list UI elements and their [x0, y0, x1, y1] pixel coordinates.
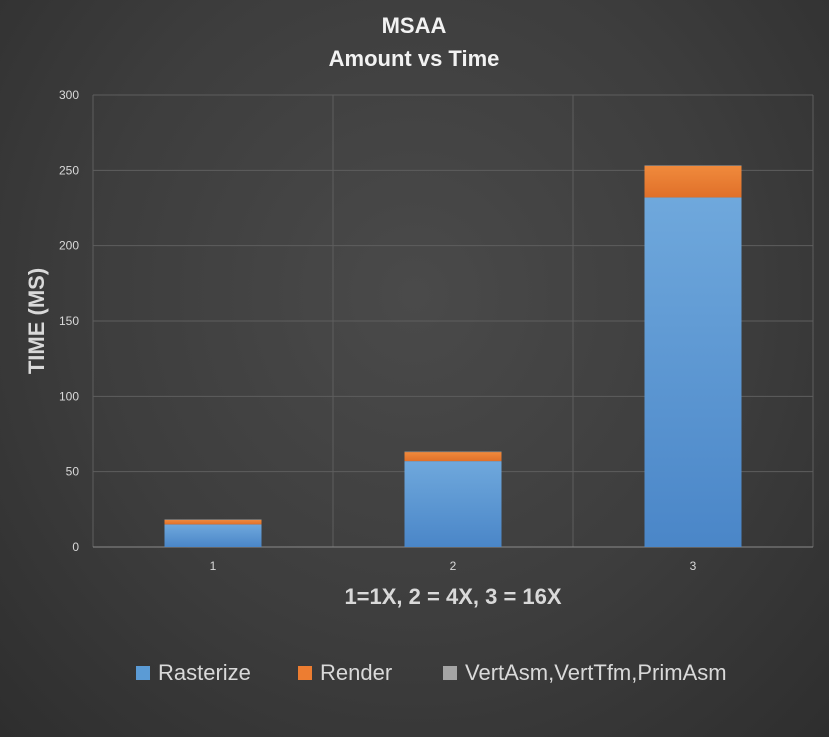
bars	[164, 165, 742, 547]
legend-label-2: VertAsm,VertTfm,PrimAsm	[465, 660, 727, 685]
x-tick-label: 2	[450, 559, 457, 573]
legend-swatch-2	[443, 666, 457, 680]
x-axis-title: 1=1X, 2 = 4X, 3 = 16X	[344, 584, 561, 609]
legend-swatch-0	[136, 666, 150, 680]
x-axis-ticks: 1 2 3	[210, 559, 697, 573]
bar-render-3	[644, 165, 742, 198]
bar-render-1	[164, 519, 262, 525]
legend-swatch-1	[298, 666, 312, 680]
y-axis-title: TIME (MS)	[24, 268, 49, 374]
bar-rasterize-2	[404, 461, 502, 547]
y-tick-label: 250	[59, 163, 79, 177]
chart-subtitle: Amount vs Time	[329, 46, 500, 71]
y-tick-label: 100	[59, 389, 79, 403]
bar-rasterize-3	[644, 197, 742, 547]
legend-label-1: Render	[320, 660, 392, 685]
y-tick-label: 300	[59, 88, 79, 102]
chart-title: MSAA	[382, 13, 447, 38]
legend-label-0: Rasterize	[158, 660, 251, 685]
x-tick-label: 1	[210, 559, 217, 573]
bar-render-2	[404, 452, 502, 462]
legend: Rasterize Render VertAsm,VertTfm,PrimAsm	[136, 660, 727, 685]
y-axis-ticks: 0 50 100 150 200 250 300	[59, 88, 79, 554]
y-tick-label: 200	[59, 239, 79, 253]
x-tick-label: 3	[690, 559, 697, 573]
bar-rasterize-1	[164, 524, 262, 547]
y-tick-label: 50	[66, 465, 80, 479]
y-tick-label: 150	[59, 314, 79, 328]
y-tick-label: 0	[72, 540, 79, 554]
